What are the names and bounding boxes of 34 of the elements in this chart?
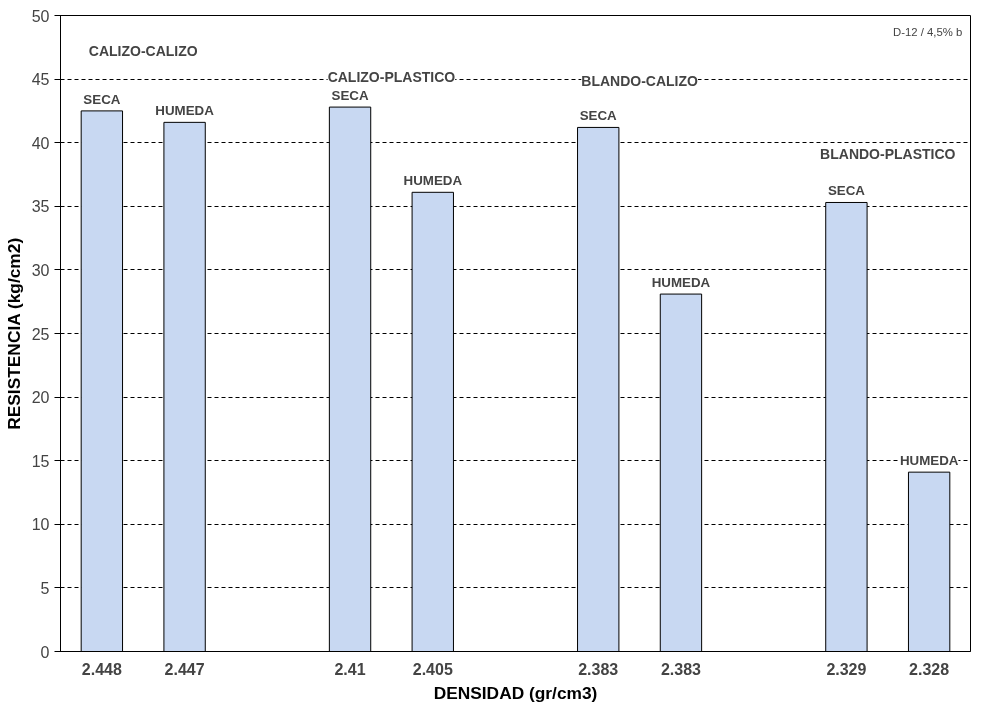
y-tick-label: 30 (31, 261, 50, 279)
y-tick-label: 10 (31, 516, 50, 534)
y-tick-label: 15 (31, 452, 50, 470)
annotation: SECA (579, 108, 618, 124)
x-tick-label: 2.447 (164, 660, 205, 678)
annotation: HUMEDA (155, 103, 215, 119)
annotation: SECA (827, 183, 866, 199)
y-axis-title: RESISTENCIA (kg/cm2) (3, 237, 24, 430)
x-tick-label: 2.328 (909, 660, 950, 678)
y-tick-label: 0 (40, 643, 50, 661)
annotation: HUMEDA (403, 173, 463, 189)
annotation: SECA (331, 88, 369, 104)
y-tick-label: 40 (31, 134, 50, 152)
x-tick-label: 2.41 (334, 660, 366, 678)
annotation: CALIZO-CALIZO (88, 42, 198, 59)
y-tick-label: 5 (40, 579, 50, 597)
y-tick-label: 25 (31, 325, 50, 343)
annotation: CALIZO-PLASTICO (327, 69, 456, 86)
x-tick-label: 2.329 (826, 660, 867, 678)
annotation: D-12 / 4,5% b (892, 25, 963, 38)
x-axis-title: DENSIDAD (gr/cm3) (433, 682, 598, 703)
annotation: BLANDO-PLASTICO (820, 146, 956, 163)
y-tick-label: 35 (31, 198, 50, 216)
x-tick-label: 2.448 (81, 660, 122, 678)
annotation: SECA (83, 91, 121, 107)
annotation: HUMEDA (651, 275, 711, 291)
x-tick-label: 2.383 (660, 660, 702, 678)
x-tick-label: 2.405 (412, 660, 453, 678)
y-tick-label: 50 (31, 7, 50, 25)
x-tick-label: 2.383 (578, 660, 619, 678)
y-tick-label: 20 (31, 389, 50, 407)
annotation: BLANDO-CALIZO (581, 73, 699, 90)
y-tick-label: 45 (31, 71, 50, 89)
annotation: HUMEDA (899, 453, 959, 469)
